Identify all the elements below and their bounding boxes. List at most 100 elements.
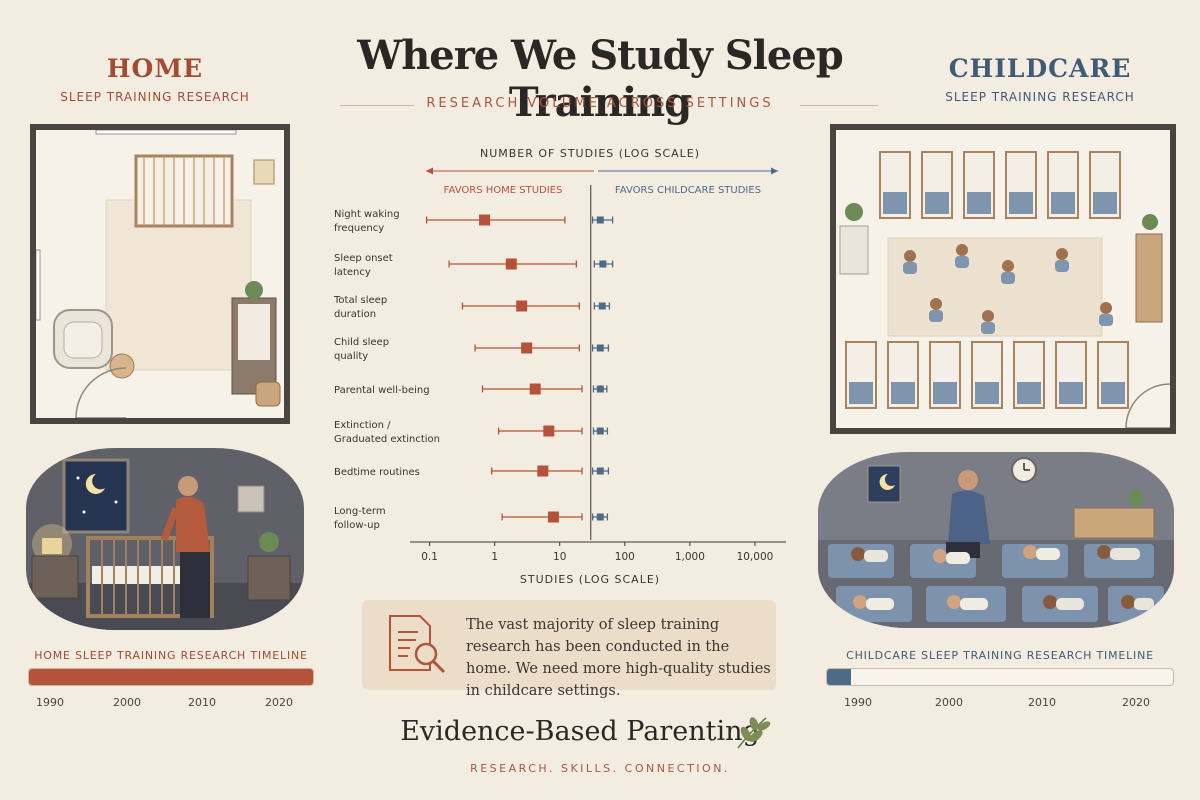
cot-blanket (891, 382, 915, 404)
row-label: Long-term follow-up (334, 506, 386, 531)
childcare-estimate-point (596, 427, 604, 435)
basket-icon (255, 381, 281, 407)
side-table-icon (109, 353, 135, 379)
plot-rows: Night waking frequency Sleep onset latency T… (333, 209, 614, 531)
nursery-scene-illustration (26, 458, 304, 630)
child-body (929, 310, 943, 322)
x-tick-label: 0.1 (421, 551, 438, 563)
home-estimate-point (547, 511, 559, 523)
childcare-estimate-point (596, 344, 604, 352)
home-estimate-point (521, 342, 533, 354)
wall-cabinet-icon (839, 225, 869, 275)
home-timeline-track (28, 668, 314, 686)
cot-blanket (925, 192, 949, 214)
cc-plant-right-icon (1142, 214, 1158, 230)
childcare-title: CHILDCARE (948, 54, 1132, 83)
childcare-estimate-point (596, 513, 604, 521)
cot-blanket (1017, 382, 1041, 404)
cot-blanket (1009, 192, 1033, 214)
childcare-estimate-point (596, 467, 604, 475)
forest-plot: NUMBER OF STUDIES (LOG SCALE) FAVORS HOM… (333, 147, 786, 586)
nap-room-illustration (818, 457, 1174, 628)
home-timeline-label: HOME SLEEP TRAINING RESEARCH TIMELINE (34, 649, 308, 662)
child-icon (930, 298, 942, 310)
childcare-nap-scene (818, 452, 1174, 628)
childcare-timeline-fill (827, 669, 852, 685)
childcare-timeline-label: CHILDCARE SLEEP TRAINING RESEARCH TIMELI… (846, 649, 1154, 662)
home-floorplan (30, 124, 290, 424)
cot-blanket (1093, 192, 1117, 214)
child-icon (904, 250, 916, 262)
row-label: Bedtime routines (334, 467, 420, 478)
row-label: Total sleep duration (333, 295, 387, 320)
child-body (903, 262, 917, 274)
cot-blanket (1059, 382, 1083, 404)
child-icon (1056, 248, 1068, 260)
childcare-year-2000: 2000 (935, 696, 963, 709)
childcare-timeline-track (826, 668, 1174, 686)
home-nursery-scene (26, 448, 304, 630)
home-estimate-point (529, 383, 541, 395)
rug (105, 199, 252, 371)
row-label: Extinction / Graduated extinction (334, 420, 440, 445)
direction-arrow-left (426, 167, 594, 175)
nightstand-right (247, 555, 291, 601)
nursery-plant-icon (259, 532, 279, 552)
moon-icon (85, 473, 105, 494)
child-icon (1100, 302, 1112, 314)
favors-home-label: FAVORS HOME STUDIES (444, 185, 563, 196)
parent-figure-icon (160, 476, 210, 618)
lamp-icon (42, 538, 62, 554)
childcare-floorplan (830, 124, 1176, 434)
childcare-floorplan-illustration (839, 151, 1171, 429)
child-icon (1002, 260, 1014, 272)
cot-blanket (883, 192, 907, 214)
cot-blanket (1101, 382, 1125, 404)
changing-table-icon (231, 297, 277, 395)
home-year-1990: 1990 (36, 696, 64, 709)
page-subtitle: RESEARCH VOLUME ACROSS SETTINGS (426, 96, 774, 111)
childcare-estimate-point (598, 302, 606, 310)
nursery-crib-icon (86, 536, 214, 618)
cot-blanket (933, 382, 957, 404)
cot-blanket (975, 382, 999, 404)
direction-arrow-right (598, 167, 778, 175)
childcare-year-1990: 1990 (844, 696, 872, 709)
home-estimate-point (537, 465, 549, 477)
x-axis-ticks: 0.1 1 10 100 1,000 10,000 (421, 542, 773, 563)
child-body (1099, 314, 1113, 326)
plant-icon (245, 281, 263, 299)
childcare-estimate-point (599, 260, 607, 268)
x-tick-label: 100 (615, 551, 635, 563)
document-magnifier-icon (389, 615, 446, 674)
home-estimate-point (505, 258, 517, 270)
x-tick-label: 1,000 (675, 551, 705, 563)
wall-picture-icon (237, 485, 265, 513)
chart-title: NUMBER OF STUDIES (LOG SCALE) (480, 147, 700, 160)
home-floorplan-illustration (35, 129, 281, 419)
napping-children-icon (851, 545, 1154, 610)
child-body (955, 256, 969, 268)
childcare-subtitle: SLEEP TRAINING RESEARCH (945, 90, 1135, 104)
home-subtitle: SLEEP TRAINING RESEARCH (60, 90, 250, 104)
nap-plant-icon (1128, 490, 1144, 506)
home-estimate-point (543, 425, 555, 437)
home-year-2000: 2000 (113, 696, 141, 709)
caregiver-figure-icon (946, 470, 990, 558)
childcare-year-2020: 2020 (1122, 696, 1150, 709)
cot-blanket (1051, 192, 1075, 214)
window-top (95, 129, 237, 135)
x-tick-label: 1 (491, 551, 498, 563)
home-year-2010: 2010 (188, 696, 216, 709)
child-icon (956, 244, 968, 256)
play-mat (887, 237, 1103, 337)
wall-frame-icon (253, 159, 275, 185)
armchair-icon (53, 309, 113, 369)
child-body (1001, 272, 1015, 284)
x-tick-label: 10 (553, 551, 566, 563)
row-label: Sleep onset latency (334, 253, 393, 278)
home-estimate-point (479, 214, 491, 226)
child-icon (982, 310, 994, 322)
childcare-estimate-point (596, 385, 604, 393)
brand-name: Evidence-Based Parenting (400, 716, 760, 747)
